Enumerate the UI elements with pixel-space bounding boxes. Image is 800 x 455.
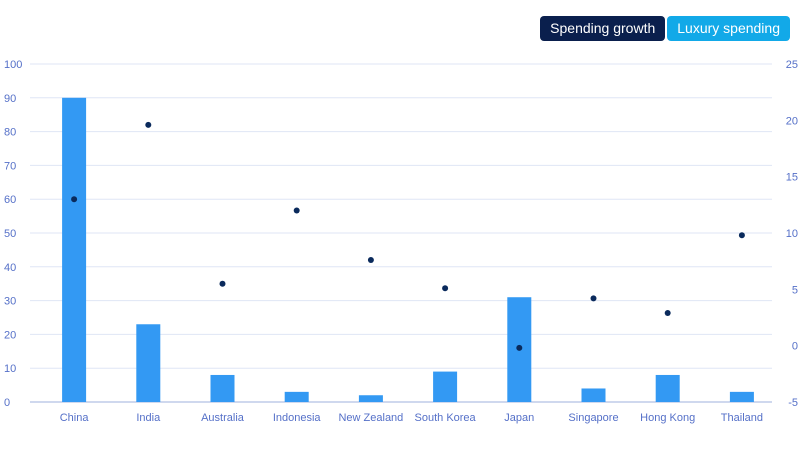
x-tick-label: Hong Kong [640,412,695,424]
bar [358,395,383,402]
legend-luxury-spending-button[interactable]: Luxury spending [667,16,790,41]
y-right-tick-label: 10 [786,228,798,240]
bar [136,324,161,402]
bar [210,374,235,402]
x-tick-label: Japan [504,412,534,424]
y-left-tick-label: 70 [4,160,16,172]
bar [284,391,309,402]
scatter-point [293,207,300,214]
bar [433,371,458,402]
scatter-point [664,309,671,316]
y-left-tick-label: 0 [4,397,10,409]
scatter-point [516,344,523,351]
x-tick-label: Australia [201,412,245,424]
x-tick-label: Singapore [568,412,618,424]
y-right-tick-label: 25 [786,59,798,71]
scatter-point [219,280,226,287]
x-tick-label: China [60,412,90,424]
y-left-tick-label: 50 [4,228,16,240]
y-left-tick-label: 30 [4,296,16,308]
y-right-tick-label: 15 [786,172,798,184]
bar [62,97,87,403]
scatter-point [71,196,78,203]
scatter-point [590,295,597,302]
y-left-tick-label: 40 [4,262,16,274]
legend-spending-growth-button[interactable]: Spending growth [540,16,666,41]
y-right-tick-label: -5 [788,397,798,409]
y-right-tick-label: 0 [792,341,798,353]
y-left-tick-label: 80 [4,127,16,139]
bar [655,374,680,402]
x-tick-label: Thailand [721,412,763,424]
y-left-tick-label: 100 [4,59,22,71]
y-left-tick-label: 20 [4,329,16,341]
x-tick-label: South Korea [415,412,477,424]
scatter-point [442,285,449,292]
x-tick-label: India [136,412,161,424]
legend: Spending growth Luxury spending [540,16,790,41]
scatter-point [367,257,374,264]
bar [729,391,754,402]
y-right-tick-label: 20 [786,115,798,127]
y-right-tick-label: 5 [792,284,798,296]
scatter-point [738,232,745,239]
x-tick-label: New Zealand [338,412,403,424]
y-left-tick-label: 60 [4,194,16,206]
y-left-tick-label: 90 [4,93,16,105]
scatter-point [145,121,152,128]
x-tick-label: Indonesia [273,412,322,424]
bar [581,388,606,402]
y-left-tick-label: 10 [4,363,16,375]
